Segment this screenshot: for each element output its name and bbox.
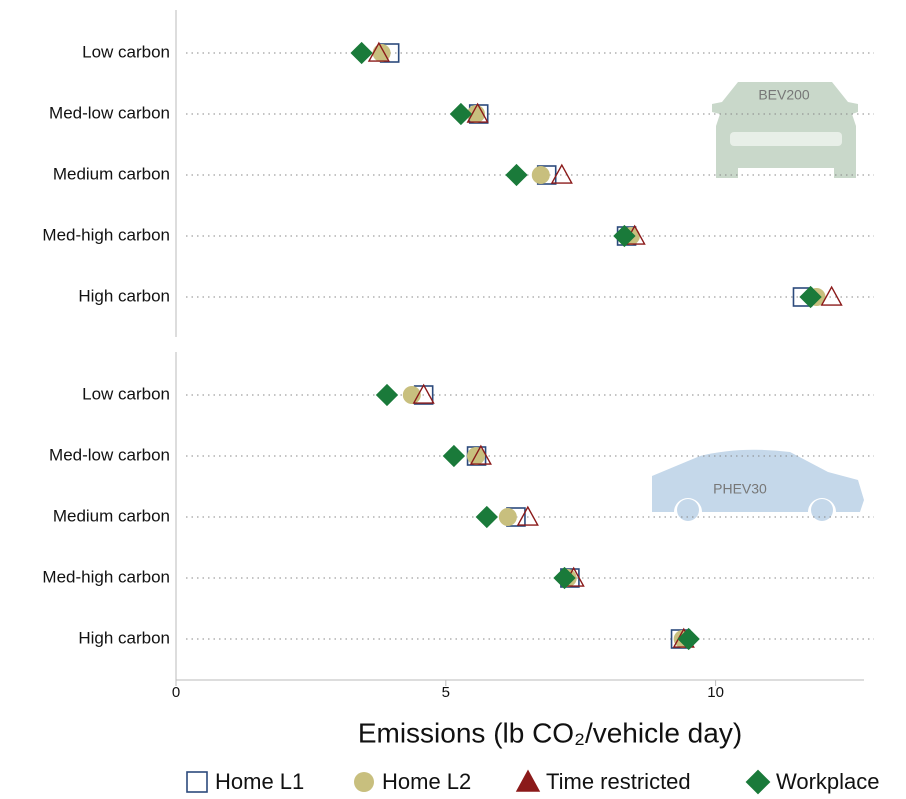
legend-label: Time restricted (546, 769, 691, 794)
legend-marker (186, 771, 208, 793)
y-tick-label: Medium carbon (53, 506, 170, 525)
x-tick-label: 10 (707, 684, 724, 701)
x-tick-label: 0 (172, 684, 180, 701)
x-tick-label: 5 (442, 684, 450, 701)
legend-marker (354, 772, 374, 792)
y-tick-label: Med-high carbon (42, 225, 170, 244)
dot-marker (677, 627, 700, 651)
phev-car-icon (652, 449, 864, 521)
dot-marker (799, 285, 822, 309)
legend-label: Workplace (776, 769, 880, 794)
legend-label: Home L2 (382, 769, 471, 794)
dot-marker (412, 383, 435, 404)
panel-label: BEV200 (758, 87, 810, 103)
bev-car-icon (712, 82, 858, 178)
y-tick-label: Low carbon (82, 42, 170, 61)
dot-marker (505, 163, 528, 187)
dot-marker (466, 102, 489, 123)
dot-marker (350, 41, 373, 65)
dot-marker (442, 444, 466, 468)
dot-marker (469, 444, 492, 465)
dot-marker (367, 41, 390, 62)
dot-marker (498, 508, 517, 526)
dot-marker (449, 102, 473, 126)
y-tick-label: High carbon (78, 628, 170, 647)
y-tick-label: Medium carbon (53, 164, 170, 183)
legend-marker (745, 769, 771, 795)
x-axis-label: Emissions (lb CO₂/vehicle day) (358, 717, 742, 748)
panel-label: PHEV30 (713, 481, 767, 497)
dot-marker (613, 224, 636, 248)
dot-marker (516, 505, 539, 526)
y-tick-label: Med-low carbon (49, 445, 170, 464)
dot-marker (531, 166, 550, 184)
dot-marker (820, 285, 843, 306)
dot-marker (475, 505, 498, 529)
legend-marker (515, 769, 541, 792)
y-tick-label: Med-high carbon (42, 567, 170, 586)
legend-label: Home L1 (215, 769, 304, 794)
dot-marker (553, 566, 576, 590)
y-tick-label: Low carbon (82, 384, 170, 403)
dot-marker (375, 383, 399, 407)
y-tick-label: High carbon (78, 286, 170, 305)
y-tick-label: Med-low carbon (49, 103, 170, 122)
dot-marker (550, 163, 573, 184)
